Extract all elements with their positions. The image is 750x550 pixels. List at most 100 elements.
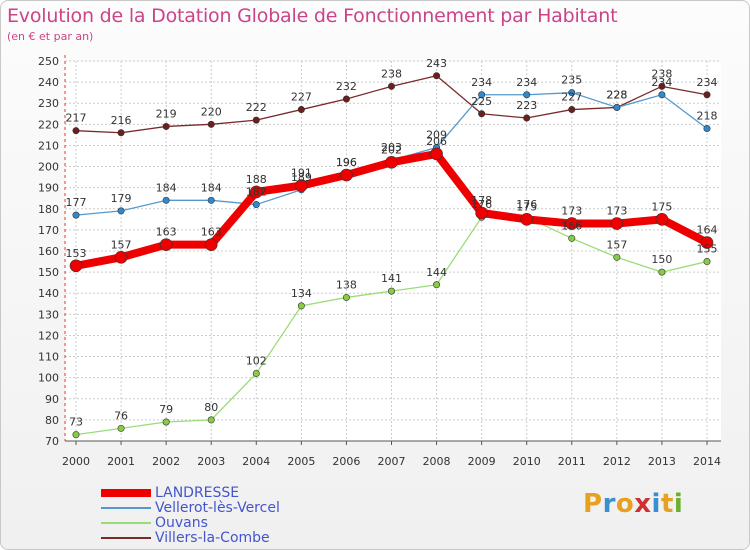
legend-label-vellerot: Vellerot-lès-Vercel (155, 500, 280, 516)
data-label-vellerot-l-s-vercel: 179 (111, 192, 132, 205)
data-label-villers-la-combe: 216 (111, 114, 132, 127)
legend: LANDRESSE Vellerot-lès-Vercel Ouvans Vil… (101, 485, 341, 546)
x-tick-label: 2012 (603, 455, 631, 468)
y-tick-label: 250 (38, 55, 59, 68)
data-label-ouvans: 76 (114, 409, 128, 422)
data-label-ouvans: 79 (159, 403, 173, 416)
data-label-vellerot-l-s-vercel: 228 (606, 88, 627, 101)
data-point-villers-la-combe (658, 82, 666, 90)
data-point-ouvans (72, 431, 80, 439)
data-point-villers-la-combe (252, 116, 260, 124)
data-point-villers-la-combe (433, 72, 441, 80)
data-label-landresse: 173 (606, 205, 627, 218)
data-point-ouvans (433, 281, 441, 289)
legend-item-vellerot: Vellerot-lès-Vercel (101, 500, 341, 516)
data-label-villers-la-combe: 238 (651, 67, 672, 80)
x-tick-label: 2007 (378, 455, 406, 468)
y-tick-label: 220 (38, 118, 59, 131)
x-tick-label: 2010 (513, 455, 541, 468)
data-point-ouvans (658, 268, 666, 276)
y-tick-label: 170 (38, 224, 59, 237)
data-label-landresse: 191 (291, 167, 312, 180)
data-label-ouvans: 80 (204, 401, 218, 414)
data-label-vellerot-l-s-vercel: 234 (471, 76, 492, 89)
data-label-villers-la-combe: 228 (606, 88, 627, 101)
data-point-ouvans (342, 293, 350, 301)
data-point-villers-la-combe (342, 95, 350, 103)
data-point-ouvans (297, 302, 305, 310)
y-tick-label: 100 (38, 372, 59, 385)
data-label-ouvans: 102 (246, 354, 267, 367)
data-point-landresse (249, 185, 263, 199)
data-label-ouvans: 155 (697, 243, 718, 256)
logo-letter: x (634, 489, 652, 519)
x-tick-label: 2002 (152, 455, 180, 468)
data-point-villers-la-combe (478, 110, 486, 118)
data-label-villers-la-combe: 227 (561, 91, 582, 104)
data-point-ouvans (252, 369, 260, 377)
data-point-ouvans (387, 287, 395, 295)
x-tick-label: 2009 (468, 455, 496, 468)
logo-letter: r (602, 489, 616, 519)
data-label-villers-la-combe: 217 (66, 112, 87, 125)
data-point-landresse (295, 179, 308, 192)
data-label-vellerot-l-s-vercel: 235 (561, 74, 582, 87)
legend-label-landresse: LANDRESSE (155, 485, 240, 501)
data-point-landresse (565, 217, 579, 230)
logo-letter: t (660, 489, 674, 519)
y-tick-label: 150 (38, 266, 59, 279)
data-label-landresse: 157 (111, 238, 132, 251)
data-point-vellerot-l-s-vercel (523, 91, 531, 99)
data-point-villers-la-combe (207, 120, 215, 128)
data-point-vellerot-l-s-vercel (72, 211, 80, 219)
data-label-vellerot-l-s-vercel: 234 (651, 76, 672, 89)
x-tick-label: 2013 (648, 455, 676, 468)
legend-label-ouvans: Ouvans (155, 515, 208, 531)
logo-letter: P (583, 489, 603, 519)
data-label-vellerot-l-s-vercel: 209 (426, 129, 447, 142)
y-tick-label: 90 (45, 393, 59, 406)
legend-swatch-ouvans (101, 522, 151, 524)
data-label-villers-la-combe: 223 (516, 99, 537, 112)
x-tick-label: 2001 (107, 455, 135, 468)
data-point-villers-la-combe (523, 114, 531, 122)
data-point-villers-la-combe (568, 106, 576, 114)
data-label-vellerot-l-s-vercel: 196 (336, 156, 357, 169)
data-point-ouvans (207, 416, 215, 424)
data-point-vellerot-l-s-vercel (568, 89, 576, 97)
y-tick-label: 210 (38, 139, 59, 152)
data-point-villers-la-combe (297, 106, 305, 114)
x-tick-label: 2004 (242, 455, 270, 468)
data-label-ouvans: 150 (651, 253, 672, 266)
data-label-landresse: 175 (651, 200, 672, 213)
data-point-villers-la-combe (703, 91, 711, 99)
data-point-vellerot-l-s-vercel (117, 207, 125, 215)
data-label-ouvans: 73 (69, 416, 83, 429)
y-tick-label: 120 (38, 329, 59, 342)
data-label-ouvans: 176 (471, 198, 492, 211)
data-point-ouvans (117, 424, 125, 432)
data-point-landresse (430, 147, 443, 161)
data-label-villers-la-combe: 234 (697, 76, 718, 89)
data-label-landresse: 175 (516, 200, 537, 213)
data-point-ouvans (703, 258, 711, 266)
y-tick-label: 200 (38, 161, 59, 174)
data-label-landresse: 188 (246, 173, 267, 186)
data-label-ouvans: 134 (291, 287, 312, 300)
legend-swatch-villers (101, 537, 151, 539)
data-point-villers-la-combe (162, 122, 170, 130)
series-layer (69, 72, 714, 439)
x-tick-label: 2006 (332, 455, 360, 468)
legend-swatch-vellerot (101, 507, 151, 509)
x-tick-label: 2000 (62, 455, 90, 468)
data-label-vellerot-l-s-vercel: 203 (381, 141, 402, 154)
data-point-landresse (159, 238, 173, 251)
data-label-ouvans: 138 (336, 278, 357, 291)
data-point-landresse (385, 156, 398, 169)
data-label-villers-la-combe: 222 (246, 101, 267, 114)
proxiti-logo: Proxiti (583, 489, 683, 519)
x-tick-label: 2008 (423, 455, 451, 468)
x-tick-label: 2005 (287, 455, 315, 468)
y-tick-label: 230 (38, 97, 59, 110)
